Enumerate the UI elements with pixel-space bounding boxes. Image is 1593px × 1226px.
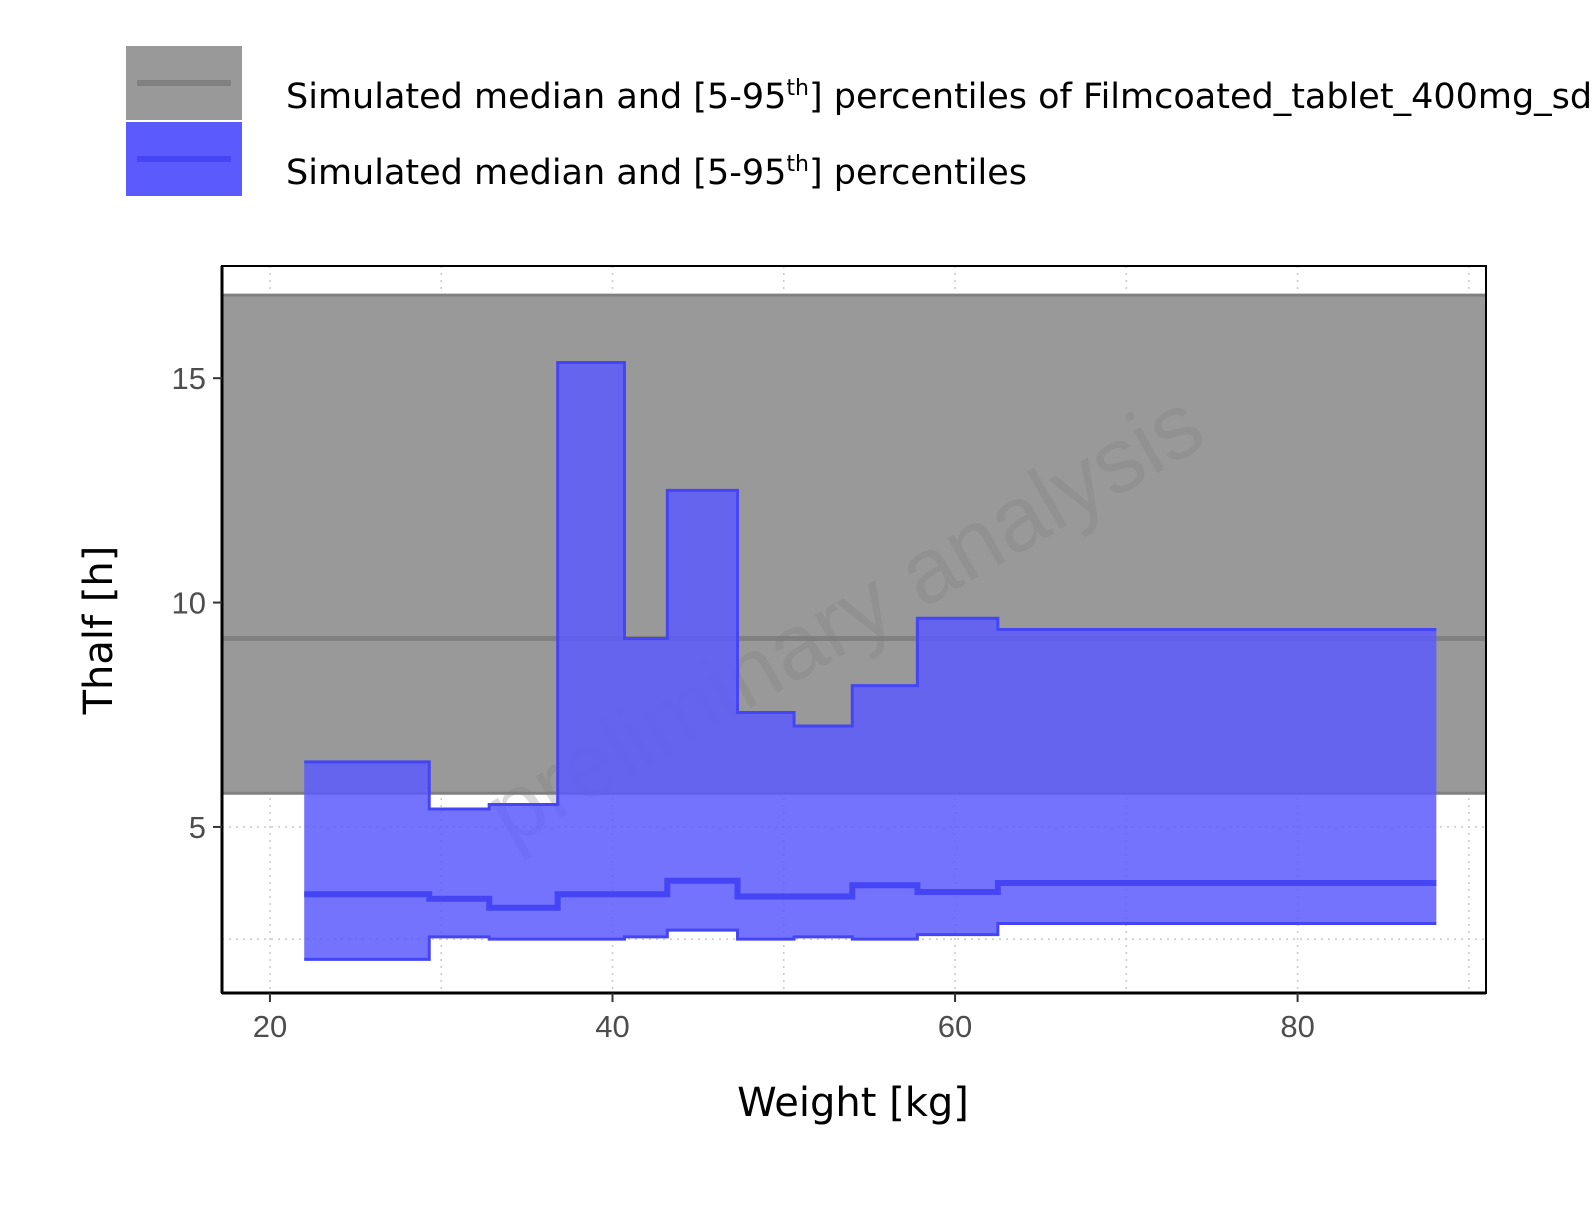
simulated-p5-line: [304, 921, 1437, 961]
x-tick-label: 40: [595, 1009, 629, 1044]
x-tick-label: 20: [253, 1009, 287, 1044]
y-tick-label: 15: [172, 361, 206, 396]
legend-label-reference: Simulated median and [5-95th] percentile…: [286, 76, 1592, 117]
legend-label-simulated-suffix: ] percentiles: [809, 153, 1027, 193]
legend-item-reference: Simulated median and [5-95th] percentile…: [126, 46, 1592, 120]
x-axis-ticks: 20 40 60 80: [253, 993, 1315, 1044]
legend-label-reference-sup: th: [786, 76, 809, 101]
simulated-percentile-band: [304, 362, 1437, 960]
plot-panel: preliminary analysis: [220, 265, 1487, 995]
simulated-p95-line: [304, 360, 1437, 811]
x-tick-label: 80: [1280, 1009, 1314, 1044]
simulated-median-line: [304, 877, 1437, 911]
y-tick-label: 10: [172, 586, 206, 621]
legend-label-simulated-prefix: Simulated median and [5-95: [286, 153, 786, 193]
legend-label-simulated-sup: th: [786, 152, 809, 177]
legend-label-reference-prefix: Simulated median and [5-95: [286, 77, 786, 117]
y-axis-title: Thalf [h]: [76, 546, 122, 716]
y-axis-ticks: 5 10 15: [172, 361, 222, 845]
legend: Simulated median and [5-95th] percentile…: [126, 46, 1592, 196]
simulated-band-layer: [304, 360, 1437, 961]
x-tick-label: 60: [938, 1009, 972, 1044]
y-tick-label: 5: [189, 810, 206, 845]
x-axis-title: Weight [kg]: [737, 1080, 969, 1126]
legend-label-reference-suffix: ] percentiles of Filmcoated_tablet_400mg…: [809, 77, 1592, 117]
legend-item-simulated: Simulated median and [5-95th] percentile…: [126, 122, 1027, 196]
legend-label-simulated: Simulated median and [5-95th] percentile…: [286, 152, 1027, 193]
